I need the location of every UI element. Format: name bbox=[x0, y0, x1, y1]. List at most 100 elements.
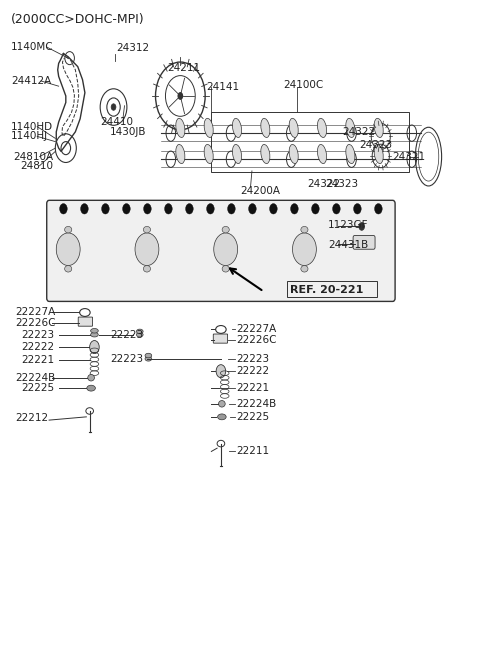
Text: 22223: 22223 bbox=[236, 354, 269, 364]
Ellipse shape bbox=[176, 119, 185, 138]
Text: 22221: 22221 bbox=[22, 355, 55, 365]
Circle shape bbox=[270, 204, 277, 214]
Ellipse shape bbox=[204, 145, 213, 164]
Text: 22212: 22212 bbox=[15, 413, 48, 422]
Text: 24410: 24410 bbox=[101, 117, 133, 127]
Text: 24312: 24312 bbox=[116, 43, 149, 53]
Text: 1140HD: 1140HD bbox=[11, 122, 53, 132]
Circle shape bbox=[165, 204, 172, 214]
Ellipse shape bbox=[88, 375, 95, 381]
Text: 22226C: 22226C bbox=[15, 318, 55, 328]
Circle shape bbox=[312, 204, 319, 214]
Ellipse shape bbox=[346, 119, 355, 138]
Ellipse shape bbox=[144, 227, 151, 233]
Ellipse shape bbox=[176, 145, 185, 164]
Ellipse shape bbox=[261, 145, 270, 164]
Circle shape bbox=[374, 204, 382, 214]
Text: 24810: 24810 bbox=[21, 160, 53, 171]
Circle shape bbox=[228, 204, 235, 214]
Text: (2000CC>DOHC-MPI): (2000CC>DOHC-MPI) bbox=[11, 13, 144, 26]
Ellipse shape bbox=[145, 353, 152, 358]
Ellipse shape bbox=[301, 265, 308, 272]
Ellipse shape bbox=[65, 227, 72, 233]
Text: 24200A: 24200A bbox=[240, 185, 280, 196]
Text: 22227A: 22227A bbox=[15, 307, 55, 318]
Circle shape bbox=[90, 341, 99, 354]
Ellipse shape bbox=[204, 119, 213, 138]
Ellipse shape bbox=[289, 119, 298, 138]
Text: 22225: 22225 bbox=[236, 412, 269, 422]
Circle shape bbox=[144, 204, 151, 214]
FancyBboxPatch shape bbox=[78, 317, 93, 326]
Text: 24323: 24323 bbox=[360, 140, 393, 150]
Circle shape bbox=[359, 223, 364, 231]
Text: 22223: 22223 bbox=[110, 329, 144, 340]
Text: 24141: 24141 bbox=[206, 83, 240, 92]
Ellipse shape bbox=[346, 145, 355, 164]
Circle shape bbox=[178, 92, 183, 100]
Text: 22222: 22222 bbox=[236, 366, 269, 376]
Ellipse shape bbox=[136, 329, 143, 333]
Text: 24431B: 24431B bbox=[328, 240, 369, 250]
Text: 24810A: 24810A bbox=[13, 151, 53, 162]
Ellipse shape bbox=[87, 385, 96, 391]
Ellipse shape bbox=[222, 265, 229, 272]
Text: 24323: 24323 bbox=[325, 179, 358, 189]
Text: 22223: 22223 bbox=[110, 354, 144, 364]
Ellipse shape bbox=[232, 119, 241, 138]
Text: 22211: 22211 bbox=[236, 447, 269, 457]
Circle shape bbox=[206, 204, 214, 214]
Circle shape bbox=[56, 233, 80, 265]
Ellipse shape bbox=[317, 119, 326, 138]
Text: 24321: 24321 bbox=[393, 151, 426, 162]
Circle shape bbox=[111, 103, 116, 110]
Ellipse shape bbox=[317, 145, 326, 164]
Circle shape bbox=[102, 204, 109, 214]
Circle shape bbox=[354, 204, 361, 214]
Circle shape bbox=[135, 233, 159, 265]
Ellipse shape bbox=[232, 145, 241, 164]
Text: 22224B: 22224B bbox=[15, 373, 55, 383]
Ellipse shape bbox=[91, 332, 98, 337]
Ellipse shape bbox=[289, 145, 298, 164]
Ellipse shape bbox=[65, 265, 72, 272]
Text: 22224B: 22224B bbox=[236, 399, 276, 409]
Ellipse shape bbox=[374, 119, 383, 138]
Text: REF. 20-221: REF. 20-221 bbox=[290, 285, 363, 295]
Ellipse shape bbox=[144, 265, 151, 272]
Ellipse shape bbox=[136, 332, 143, 337]
Text: 1140HJ: 1140HJ bbox=[11, 132, 48, 141]
FancyBboxPatch shape bbox=[353, 236, 375, 250]
Ellipse shape bbox=[218, 401, 225, 407]
Circle shape bbox=[292, 233, 316, 265]
Circle shape bbox=[290, 204, 298, 214]
Text: 1123GF: 1123GF bbox=[328, 220, 369, 230]
Ellipse shape bbox=[222, 227, 229, 233]
Ellipse shape bbox=[261, 119, 270, 138]
Circle shape bbox=[214, 233, 238, 265]
Circle shape bbox=[81, 204, 88, 214]
Text: 22227A: 22227A bbox=[236, 324, 276, 335]
Ellipse shape bbox=[217, 414, 226, 420]
Ellipse shape bbox=[374, 145, 383, 164]
Circle shape bbox=[122, 204, 130, 214]
Text: 24100C: 24100C bbox=[283, 80, 323, 90]
Circle shape bbox=[186, 204, 193, 214]
Ellipse shape bbox=[145, 356, 152, 361]
Text: 22222: 22222 bbox=[22, 342, 55, 352]
Text: 1140MC: 1140MC bbox=[11, 42, 54, 52]
Text: 22226C: 22226C bbox=[236, 335, 276, 345]
Ellipse shape bbox=[301, 227, 308, 233]
Text: 24322: 24322 bbox=[343, 127, 376, 137]
FancyBboxPatch shape bbox=[213, 334, 228, 343]
Text: 22223: 22223 bbox=[22, 329, 55, 340]
Ellipse shape bbox=[91, 328, 98, 333]
Text: 22225: 22225 bbox=[22, 383, 55, 393]
Circle shape bbox=[249, 204, 256, 214]
Text: 24322: 24322 bbox=[307, 179, 340, 189]
Text: 22221: 22221 bbox=[236, 383, 269, 392]
Text: 1430JB: 1430JB bbox=[110, 127, 147, 137]
Text: 24211: 24211 bbox=[168, 63, 201, 73]
FancyBboxPatch shape bbox=[47, 200, 395, 301]
Bar bbox=[211, 112, 409, 172]
